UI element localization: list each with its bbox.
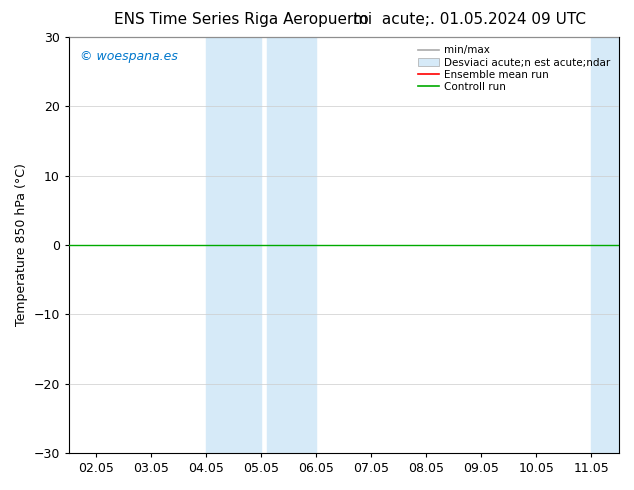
Bar [207, 37, 261, 453]
Y-axis label: Temperature 850 hPa (°C): Temperature 850 hPa (°C) [15, 164, 28, 326]
Bar [267, 37, 316, 453]
Text: mi  acute;. 01.05.2024 09 UTC: mi acute;. 01.05.2024 09 UTC [353, 12, 586, 27]
Bar [592, 37, 619, 453]
Text: © woespana.es: © woespana.es [80, 49, 178, 63]
Bar [624, 37, 634, 453]
Legend: min/max, Desviaci acute;n est acute;ndar, Ensemble mean run, Controll run: min/max, Desviaci acute;n est acute;ndar… [415, 42, 614, 95]
Text: ENS Time Series Riga Aeropuerto: ENS Time Series Riga Aeropuerto [113, 12, 368, 27]
